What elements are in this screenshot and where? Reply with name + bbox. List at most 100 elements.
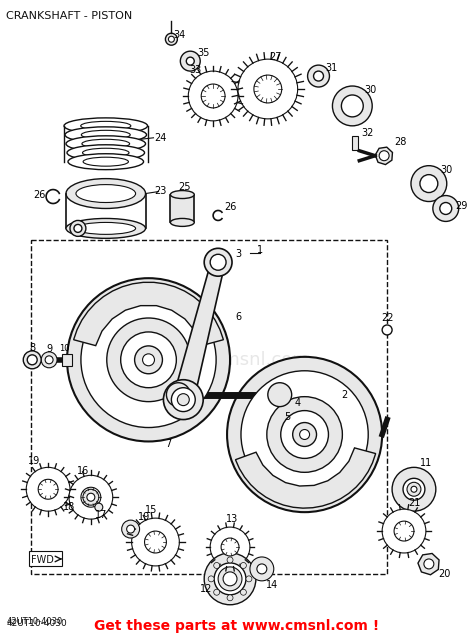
Circle shape (257, 564, 267, 574)
Text: 19: 19 (28, 456, 40, 466)
Circle shape (172, 388, 195, 412)
Text: Get these parts at www.cmsnl.com !: Get these parts at www.cmsnl.com ! (94, 619, 380, 633)
Ellipse shape (170, 218, 194, 226)
Polygon shape (418, 553, 439, 575)
Text: www.cmsnl.com: www.cmsnl.com (164, 351, 310, 369)
Ellipse shape (66, 218, 146, 239)
Ellipse shape (76, 223, 136, 234)
Circle shape (186, 57, 194, 65)
Text: 1: 1 (257, 245, 263, 255)
Circle shape (300, 429, 310, 440)
Circle shape (210, 255, 226, 271)
Text: 31: 31 (325, 63, 337, 73)
Circle shape (143, 354, 155, 366)
Ellipse shape (66, 179, 146, 209)
Circle shape (420, 175, 438, 193)
Circle shape (411, 486, 417, 493)
Ellipse shape (66, 136, 146, 152)
Circle shape (121, 332, 176, 388)
Circle shape (382, 509, 426, 553)
Text: 20: 20 (438, 569, 451, 579)
Circle shape (23, 351, 41, 369)
Text: 18: 18 (63, 502, 75, 512)
Circle shape (83, 489, 99, 505)
Circle shape (411, 166, 447, 202)
Circle shape (67, 278, 230, 441)
Circle shape (223, 572, 237, 586)
Circle shape (440, 202, 452, 214)
Bar (62, 354, 72, 366)
Circle shape (246, 576, 252, 582)
Ellipse shape (64, 118, 147, 134)
Ellipse shape (81, 121, 131, 130)
FancyBboxPatch shape (29, 551, 62, 567)
Text: 22: 22 (381, 313, 393, 323)
Circle shape (313, 71, 323, 81)
Text: 16: 16 (77, 466, 89, 477)
Text: 33: 33 (189, 65, 201, 75)
Text: 5: 5 (284, 412, 291, 422)
Circle shape (214, 563, 219, 568)
Ellipse shape (82, 130, 130, 139)
Text: 14: 14 (265, 580, 278, 590)
Circle shape (254, 75, 282, 103)
Text: FWD: FWD (31, 555, 54, 565)
Circle shape (74, 225, 82, 232)
Text: 11: 11 (420, 458, 432, 468)
Text: 12: 12 (200, 584, 212, 594)
Text: 10: 10 (59, 345, 69, 353)
Circle shape (392, 468, 436, 511)
Circle shape (238, 59, 298, 119)
Circle shape (403, 478, 425, 500)
Circle shape (214, 590, 219, 595)
Text: 8: 8 (29, 343, 35, 353)
Circle shape (426, 181, 432, 186)
Circle shape (379, 151, 389, 161)
Ellipse shape (65, 127, 146, 143)
Circle shape (127, 525, 135, 533)
Ellipse shape (82, 148, 129, 157)
Circle shape (332, 86, 372, 126)
Circle shape (345, 98, 360, 114)
Circle shape (267, 397, 342, 472)
Circle shape (81, 487, 101, 507)
Text: 29: 29 (456, 202, 468, 211)
Circle shape (268, 383, 292, 406)
Circle shape (204, 553, 256, 605)
Text: 3: 3 (235, 249, 241, 259)
Circle shape (210, 527, 250, 567)
Circle shape (122, 520, 139, 538)
Text: 30: 30 (441, 165, 453, 175)
Circle shape (208, 576, 214, 582)
Circle shape (168, 36, 174, 42)
Circle shape (41, 352, 57, 367)
Circle shape (227, 557, 233, 563)
Circle shape (107, 318, 190, 402)
Circle shape (26, 468, 70, 511)
Circle shape (424, 559, 434, 569)
Text: 27: 27 (270, 52, 282, 62)
Text: 2: 2 (341, 390, 347, 399)
Text: 42UT10-4030: 42UT10-4030 (6, 617, 63, 626)
Text: 34: 34 (173, 30, 185, 40)
Circle shape (188, 71, 238, 121)
Circle shape (308, 65, 329, 87)
Text: 42UT10-4030: 42UT10-4030 (6, 619, 67, 628)
Circle shape (240, 590, 246, 595)
Bar (352, 136, 358, 150)
Circle shape (382, 325, 392, 335)
Text: 13: 13 (226, 514, 238, 524)
Polygon shape (236, 448, 376, 508)
Circle shape (348, 102, 356, 110)
Circle shape (145, 531, 166, 553)
Text: 25: 25 (178, 182, 191, 191)
Text: 28: 28 (394, 137, 406, 147)
Circle shape (240, 563, 246, 568)
Circle shape (423, 177, 435, 189)
Ellipse shape (67, 145, 145, 161)
Text: CRANKSHAFT - PISTON: CRANKSHAFT - PISTON (6, 11, 133, 21)
Circle shape (214, 563, 246, 595)
Text: 6: 6 (235, 312, 241, 322)
Text: 15: 15 (146, 505, 158, 515)
Circle shape (95, 503, 103, 511)
